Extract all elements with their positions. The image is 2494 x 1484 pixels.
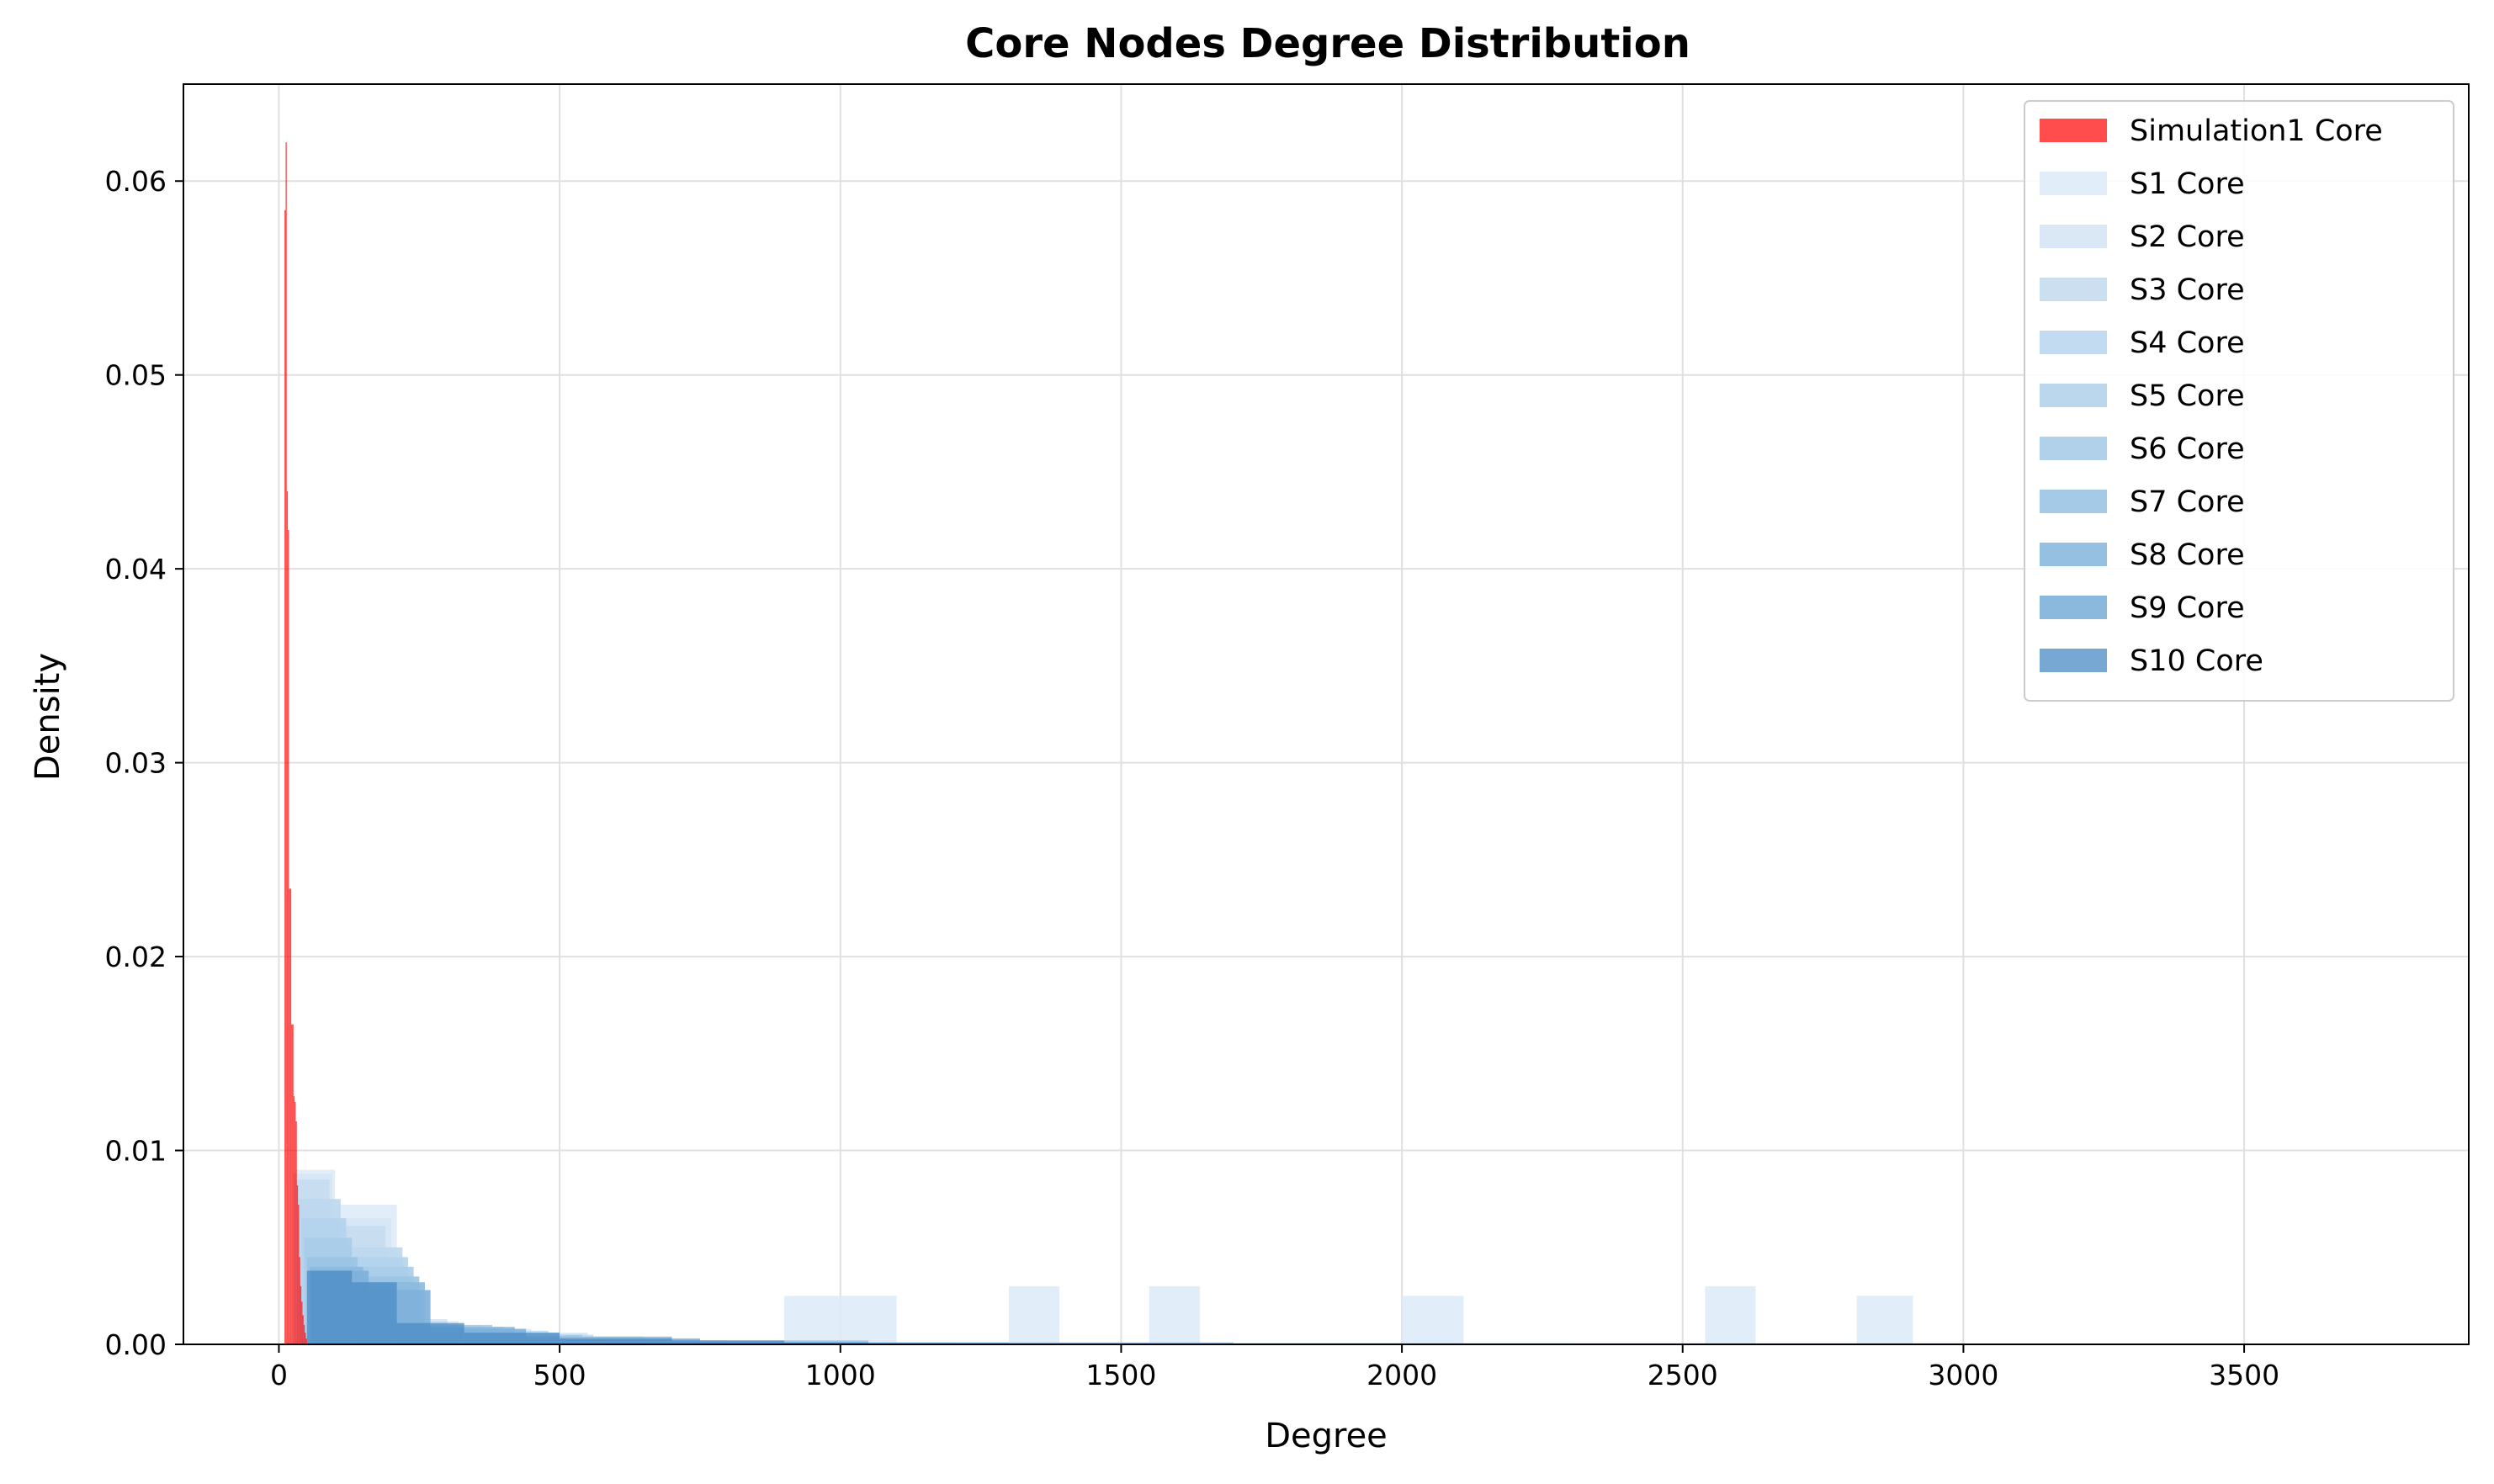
histogram-bar xyxy=(292,1024,294,1344)
x-tick-label: 2500 xyxy=(1648,1359,1718,1391)
legend-swatch xyxy=(2040,384,2107,407)
legend-frame xyxy=(2024,100,2454,702)
histogram-bar xyxy=(293,1096,295,1344)
legend-swatch xyxy=(2040,596,2107,619)
series-s1-core xyxy=(295,1169,1913,1344)
histogram-bar xyxy=(784,1296,841,1344)
histogram-bar xyxy=(1008,1285,1060,1344)
legend-label: S9 Core xyxy=(2130,591,2245,625)
histogram-bar xyxy=(303,1324,305,1344)
y-tick-label: 0.03 xyxy=(105,747,167,780)
x-tick-label: 1000 xyxy=(805,1359,876,1391)
x-axis-ticks: 0 500 1000 1500 2000 2500 3000 3500 xyxy=(270,1344,2279,1391)
x-tick-label: 3000 xyxy=(1928,1359,1998,1391)
histogram-bar xyxy=(464,1333,560,1344)
legend-swatch xyxy=(2040,172,2107,195)
histogram-bar xyxy=(1402,1296,1464,1344)
legend-swatch xyxy=(2040,119,2107,142)
x-tick-label: 500 xyxy=(533,1359,586,1391)
legend-swatch xyxy=(2040,331,2107,354)
legend-label: S1 Core xyxy=(2130,167,2245,201)
legend-label: S3 Core xyxy=(2130,273,2245,307)
histogram-bar xyxy=(284,209,286,1344)
histogram-bars xyxy=(284,142,2385,1345)
legend-swatch xyxy=(2040,225,2107,248)
y-tick-label: 0.04 xyxy=(105,553,167,586)
y-tick-label: 0.02 xyxy=(105,941,167,973)
histogram-bar xyxy=(285,142,287,1345)
y-tick-label: 0.05 xyxy=(105,359,167,392)
y-axis-ticks: 0.00 0.01 0.02 0.03 0.04 0.05 0.06 xyxy=(105,165,183,1361)
histogram-bar xyxy=(396,1322,464,1344)
y-tick-label: 0.01 xyxy=(105,1135,167,1168)
histogram-bar xyxy=(299,1257,300,1344)
histogram-bar xyxy=(296,1185,299,1344)
legend: Simulation1 Core S1 Core S2 Core S3 Core S4 … xyxy=(2024,100,2454,702)
legend-label: S10 Core xyxy=(2130,644,2263,678)
legend-label: S4 Core xyxy=(2130,326,2245,360)
histogram-bar xyxy=(300,1285,302,1344)
histogram-bar xyxy=(301,1301,303,1344)
x-tick-label: 0 xyxy=(270,1359,288,1391)
histogram-bar xyxy=(1856,1296,1913,1344)
legend-label: S5 Core xyxy=(2130,379,2245,413)
legend-label: S6 Core xyxy=(2130,432,2245,466)
histogram-bar xyxy=(302,1315,304,1344)
x-axis-label: Degree xyxy=(1265,1417,1388,1455)
series-s10-core xyxy=(306,1270,2385,1344)
histogram-bar xyxy=(352,1282,397,1344)
y-tick-label: 0.00 xyxy=(105,1328,167,1361)
histogram-bar xyxy=(1705,1285,1756,1344)
x-tick-label: 2000 xyxy=(1366,1359,1437,1391)
histogram-bar xyxy=(295,1121,297,1344)
plot-frame xyxy=(183,83,2470,1345)
legend-swatch xyxy=(2040,278,2107,301)
x-tick-label: 3500 xyxy=(2209,1359,2279,1391)
legend-label: Simulation1 Core xyxy=(2130,114,2383,148)
histogram-bar xyxy=(298,1205,300,1344)
histogram-bar xyxy=(288,530,289,1344)
histogram-bar xyxy=(286,490,289,1344)
y-tick-label: 0.06 xyxy=(105,165,167,198)
x-tick-label: 1500 xyxy=(1085,1359,1156,1391)
series-simulation1-core xyxy=(284,142,307,1345)
histogram-bar xyxy=(560,1338,672,1344)
legend-swatch xyxy=(2040,437,2107,460)
histogram-bar xyxy=(289,888,292,1344)
legend-label: S2 Core xyxy=(2130,220,2245,254)
y-axis-label: Density xyxy=(29,653,67,781)
histogram-bar xyxy=(305,1338,307,1344)
legend-label: S8 Core xyxy=(2130,538,2245,572)
legend-label: S7 Core xyxy=(2130,485,2245,519)
histogram-bar xyxy=(671,1340,785,1344)
histogram-bar xyxy=(840,1296,897,1344)
legend-swatch xyxy=(2040,543,2107,566)
histogram-bar xyxy=(1149,1285,1200,1344)
legend-swatch xyxy=(2040,649,2107,672)
legend-swatch xyxy=(2040,490,2107,513)
histogram-bar xyxy=(784,1342,869,1344)
histogram-bar xyxy=(306,1270,353,1344)
histogram-bar xyxy=(291,1024,293,1344)
chart-title: Core Nodes Degree Distribution xyxy=(965,20,1690,67)
